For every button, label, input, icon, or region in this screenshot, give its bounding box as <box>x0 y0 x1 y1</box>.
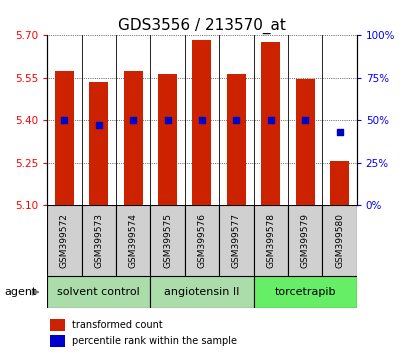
Bar <box>89 82 108 205</box>
Bar <box>47 276 150 308</box>
Text: transformed count: transformed count <box>72 320 162 330</box>
Text: angiotensin II: angiotensin II <box>164 287 239 297</box>
Text: GSM399578: GSM399578 <box>265 213 274 268</box>
Text: GSM399575: GSM399575 <box>163 213 172 268</box>
Point <box>61 118 67 123</box>
Text: GSM399580: GSM399580 <box>334 213 343 268</box>
Text: percentile rank within the sample: percentile rank within the sample <box>72 336 236 346</box>
Text: GSM399574: GSM399574 <box>128 213 137 268</box>
Point <box>267 118 273 123</box>
Bar <box>184 205 218 276</box>
Bar <box>226 74 245 205</box>
Text: solvent control: solvent control <box>57 287 140 297</box>
Point <box>164 118 171 123</box>
Text: GSM399572: GSM399572 <box>60 213 69 268</box>
Bar <box>150 276 253 308</box>
Text: torcetrapib: torcetrapib <box>274 287 335 297</box>
Text: agent: agent <box>4 287 36 297</box>
Bar <box>192 40 211 205</box>
Point <box>335 130 342 135</box>
Bar <box>253 276 356 308</box>
Point <box>301 118 308 123</box>
Text: GSM399579: GSM399579 <box>300 213 309 268</box>
Bar <box>329 161 348 205</box>
Bar <box>261 42 279 205</box>
Bar <box>124 71 142 205</box>
Bar <box>150 205 184 276</box>
Text: GSM399576: GSM399576 <box>197 213 206 268</box>
Text: GSM399577: GSM399577 <box>231 213 240 268</box>
Bar <box>50 335 65 347</box>
Point <box>95 122 102 128</box>
Point <box>198 118 204 123</box>
Bar <box>253 205 287 276</box>
Bar <box>50 319 65 331</box>
Point <box>130 118 136 123</box>
Bar <box>295 79 314 205</box>
Bar <box>55 71 74 205</box>
Bar <box>158 74 177 205</box>
Bar <box>287 205 321 276</box>
Bar <box>321 205 356 276</box>
Text: GSM399573: GSM399573 <box>94 213 103 268</box>
Bar <box>81 205 116 276</box>
Point <box>232 118 239 123</box>
Title: GDS3556 / 213570_at: GDS3556 / 213570_at <box>118 18 285 34</box>
Bar <box>116 205 150 276</box>
Bar <box>47 205 81 276</box>
Bar <box>218 205 253 276</box>
